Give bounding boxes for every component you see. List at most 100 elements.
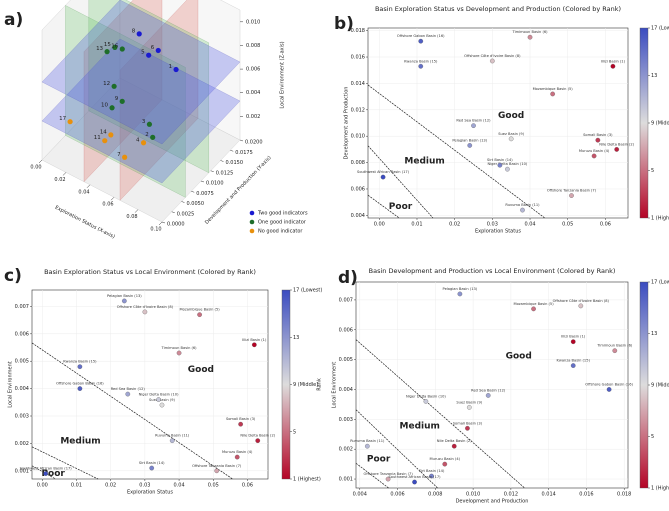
y-tick-label: 0.0175	[235, 150, 253, 156]
point	[119, 46, 125, 52]
y-tick-label: 0.010	[351, 134, 365, 140]
point-label: Timimoun Basin (6)	[596, 344, 633, 348]
threshold-plane	[41, 38, 241, 184]
region-boundary	[355, 339, 525, 489]
panel-label: b)	[334, 14, 354, 34]
point-label: Ruvuma Basin (11)	[505, 203, 540, 207]
point-label: Timimoun Basin (6)	[161, 346, 198, 350]
point-label: 8	[132, 28, 136, 34]
x-tick-label: 0.02	[54, 177, 65, 183]
y-axis-label: Local Environment	[8, 361, 14, 408]
z-tick-label: 0.004	[246, 90, 260, 96]
point	[77, 364, 83, 370]
x-axis-label: Exploration Status (X-axis)	[54, 205, 116, 241]
colorbar-tick-label: 17 (Lowest)	[293, 288, 322, 294]
point-label: Niger Delta Basin (10)	[139, 393, 179, 397]
x-tick-label: 0.004	[353, 492, 367, 498]
point	[612, 348, 618, 354]
x-tick-label: 0.00	[30, 165, 41, 171]
chart-title: Basin Exploration Status vs Local Enviro…	[44, 268, 256, 276]
region-label: Good	[188, 365, 214, 375]
point-label: Offshore Gabon Basin (16)	[397, 34, 445, 38]
y-tick-label: 0.004	[15, 386, 29, 392]
colorbar-tick-label: 5	[293, 429, 296, 435]
region-label: Medium	[400, 422, 440, 432]
point	[595, 137, 601, 143]
x-tick-label: 0.006	[390, 492, 404, 498]
colorbar-tick-label: 9 (Middle)	[293, 382, 318, 388]
point	[466, 405, 472, 410]
region-label: Poor	[41, 469, 65, 479]
colorbar-tick-label: 13	[651, 73, 657, 79]
y-tick-label: 0.007	[15, 304, 29, 310]
point-label: Offshore Côte d'Ivoire Basin (8)	[464, 54, 521, 58]
point	[150, 134, 156, 140]
point-label: 10	[101, 102, 108, 108]
point	[197, 312, 202, 318]
point	[125, 391, 131, 397]
point-label: Illizi Basin (1)	[561, 335, 586, 339]
y-tick-label: 0.002	[15, 441, 29, 447]
region-label: Poor	[389, 202, 413, 212]
point	[610, 63, 616, 69]
colorbar-tick-label: 13	[651, 331, 657, 337]
y-tick-label: 0.018	[351, 28, 365, 34]
y-tick	[191, 191, 195, 193]
region-boundary	[355, 463, 389, 489]
panel-label: a)	[4, 10, 23, 30]
point	[614, 147, 620, 152]
point	[412, 479, 417, 485]
point-label: Offshore Tanzania Basin (7)	[547, 189, 597, 193]
x-tick-label: 0.06	[600, 222, 611, 228]
point-label: Somali Basin (3)	[226, 417, 256, 421]
point-label: Offshore Gabon Basin (16)	[585, 382, 633, 386]
region-label: Poor	[367, 455, 391, 465]
x-tick-label: 0.016	[579, 492, 593, 498]
x-tick-label: 0.01	[411, 222, 422, 228]
y-tick-label: 0.006	[15, 331, 29, 337]
colorbar-tick-label: 1 (Highest)	[293, 477, 321, 483]
y-tick-label: 0.003	[15, 414, 29, 420]
y-axis-label: Local Environment	[332, 362, 338, 409]
y-tick-label: 0.0100	[206, 181, 224, 187]
point	[77, 386, 83, 391]
point	[140, 140, 147, 146]
point	[550, 91, 555, 97]
chart-title: Basin Development and Production vs Loca…	[369, 267, 616, 275]
y-tick-label: 0.006	[351, 186, 365, 192]
y-tick-label: 0.014	[351, 81, 365, 87]
x-tick-label: 0.04	[174, 483, 185, 489]
z-axis-label: Local Environment (Z-axis)	[280, 41, 286, 108]
point-label: Suez Basin (9)	[456, 400, 482, 404]
x-tick-label: 0.06	[242, 483, 253, 489]
colorbar	[639, 281, 649, 489]
point-label: 14	[100, 129, 107, 135]
y-tick-label: 0.0150	[226, 160, 244, 166]
point	[108, 132, 114, 138]
x-tick-label: 0.00	[374, 222, 385, 228]
legend-marker	[249, 219, 255, 225]
colorbar-tick-label: 17 (Lowest)	[651, 26, 669, 32]
point-label: 16	[111, 44, 118, 50]
point-label: Sirt Basin (14)	[139, 461, 165, 465]
y-tick	[171, 211, 175, 213]
point-label: Illizi Basin (1)	[242, 338, 267, 342]
point-label: Muruzu Basin (4)	[579, 149, 610, 153]
point-label: Suez Basin (9)	[149, 398, 175, 402]
point-label: 6	[151, 45, 155, 51]
point-label: Ruvuma Basin (11)	[350, 439, 385, 443]
point-label: Pelagian Basin (13)	[107, 294, 142, 298]
x-tick-label: 0.08	[126, 214, 137, 220]
point-label: 13	[96, 46, 103, 52]
colorbar-tick-label: 13	[293, 335, 299, 341]
point	[451, 443, 457, 449]
x-tick-label: 0.02	[105, 483, 116, 489]
y-tick	[161, 221, 166, 224]
x-tick	[134, 209, 139, 213]
colorbar	[281, 289, 291, 480]
point-label: 7	[117, 152, 121, 158]
point-label: Niger Delta Basin (10)	[406, 394, 446, 398]
point-label: Nile Delta Basin (2)	[599, 142, 634, 146]
colorbar-tick-label: 9 (Middle)	[651, 121, 669, 127]
